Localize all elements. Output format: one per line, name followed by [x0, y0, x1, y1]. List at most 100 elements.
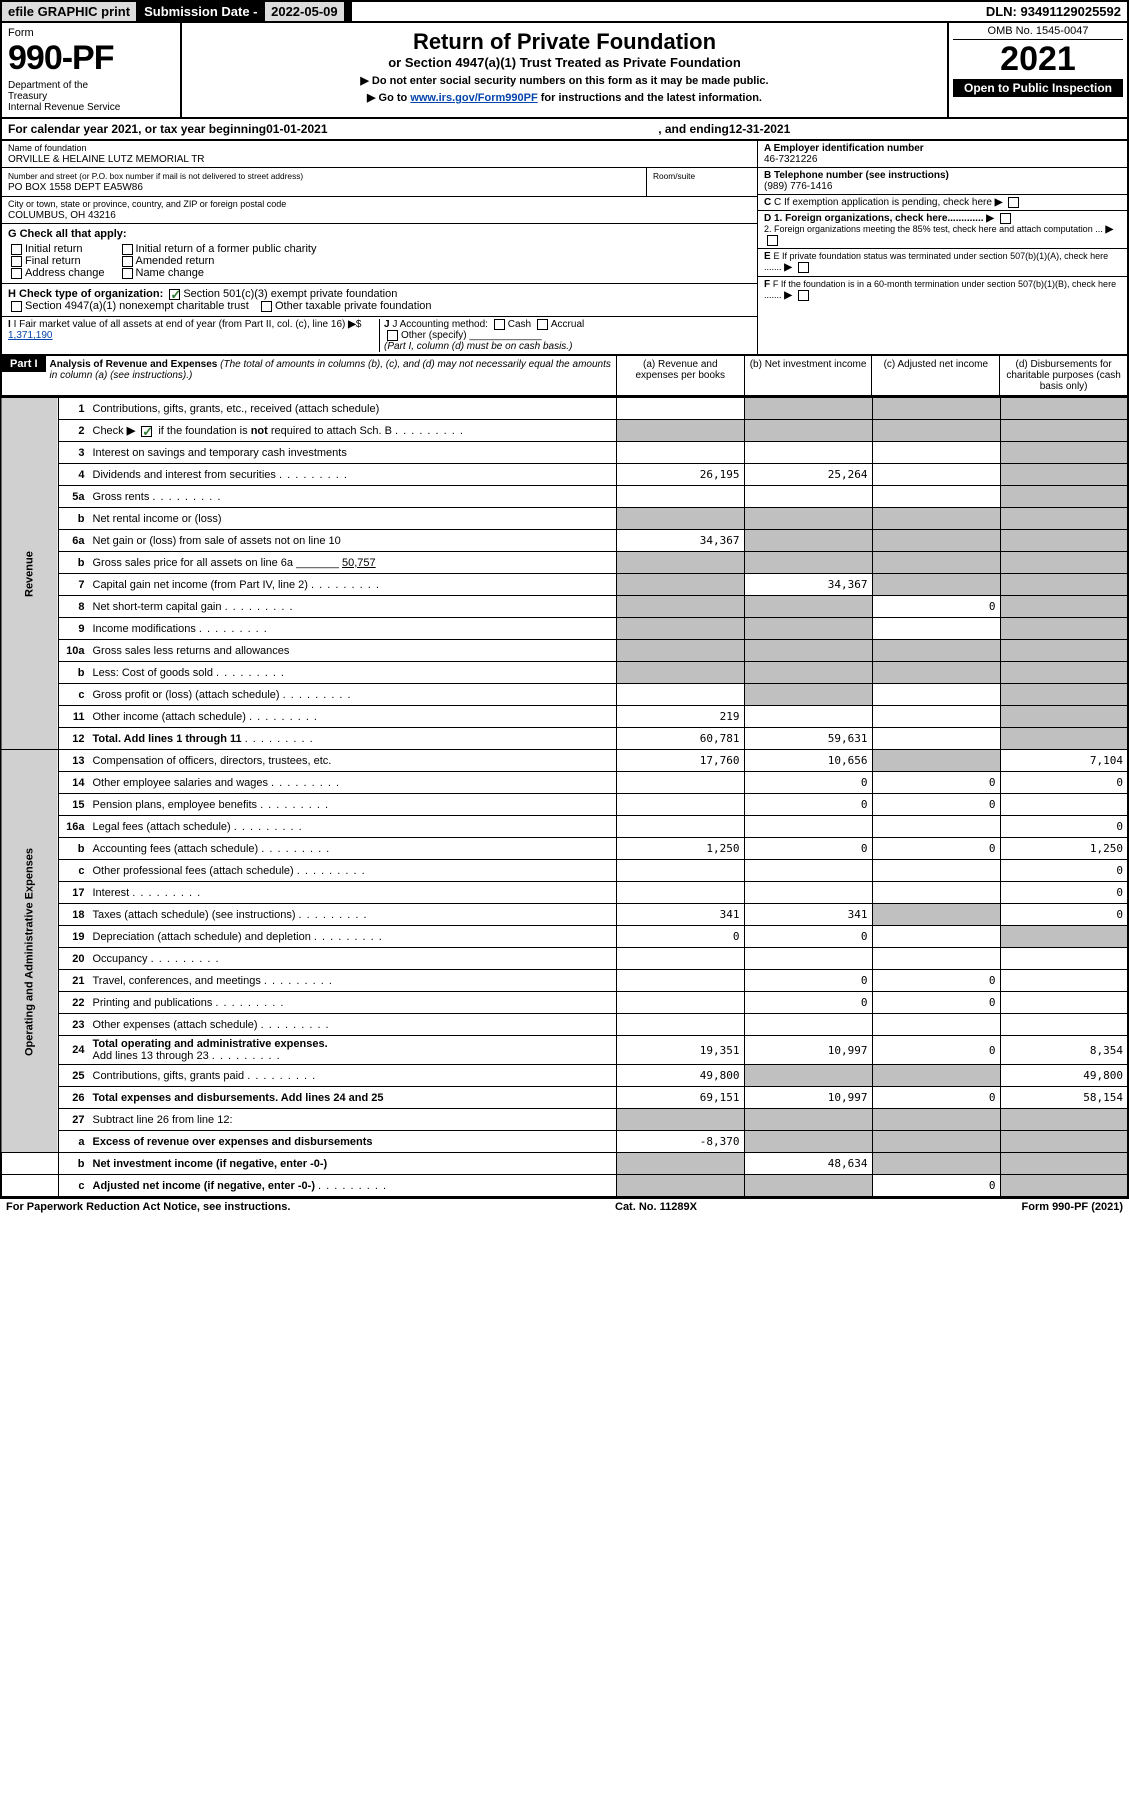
j-other: Other (specify)	[401, 330, 467, 341]
v-11-a: 219	[616, 706, 744, 728]
v-19-a: 0	[616, 926, 744, 948]
a-label: A Employer identification number	[764, 143, 924, 154]
info-grid: Name of foundation ORVILLE & HELAINE LUT…	[0, 141, 1129, 356]
cb-foreign-1[interactable]	[1000, 213, 1011, 224]
row-25: 25Contributions, gifts, grants paid 49,8…	[1, 1065, 1128, 1087]
cb-f[interactable]	[798, 290, 809, 301]
h-opt-1: Section 501(c)(3) exempt private foundat…	[183, 288, 397, 300]
room-cell: Room/suite	[647, 168, 757, 196]
row-18: 18Taxes (attach schedule) (see instructi…	[1, 904, 1128, 926]
irs-link[interactable]: www.irs.gov/Form990PF	[410, 92, 537, 104]
d-cell: D 1. Foreign organizations, check here..…	[758, 211, 1127, 249]
v-24-b: 10,997	[744, 1036, 872, 1065]
row-13: Operating and Administrative Expenses 13…	[1, 750, 1128, 772]
cb-4947[interactable]	[11, 301, 22, 312]
v-12-a: 60,781	[616, 728, 744, 750]
row-5b: bNet rental income or (loss)	[1, 508, 1128, 530]
g-opt-2: Address change	[25, 267, 105, 279]
cb-exemption[interactable]	[1008, 197, 1019, 208]
foundation-name-cell: Name of foundation ORVILLE & HELAINE LUT…	[2, 141, 757, 168]
line-12-label: Total. Add lines 1 through 11	[93, 733, 242, 745]
cb-accrual[interactable]	[537, 319, 548, 330]
part1-title: Analysis of Revenue and Expenses	[50, 359, 218, 370]
row-4: 4Dividends and interest from securities …	[1, 464, 1128, 486]
fmv-link[interactable]: 1,371,190	[8, 330, 53, 341]
v-16b-c: 0	[872, 838, 1000, 860]
v-21-b: 0	[744, 970, 872, 992]
e-cell: E E If private foundation status was ter…	[758, 249, 1127, 276]
v-18-d: 0	[1000, 904, 1128, 926]
dln: DLN: 93491129025592	[980, 2, 1127, 21]
cb-other-taxable[interactable]	[261, 301, 272, 312]
submission-date-label: Submission Date - 2022-05-09	[138, 2, 352, 21]
v-22-c: 0	[872, 992, 1000, 1014]
v-4-b: 25,264	[744, 464, 872, 486]
v-19-b: 0	[744, 926, 872, 948]
cb-501c3[interactable]	[169, 289, 180, 300]
line-16a-label: Legal fees (attach schedule)	[93, 821, 231, 833]
line-15-label: Pension plans, employee benefits	[93, 799, 258, 811]
address-row: Number and street (or P.O. box number if…	[2, 168, 757, 197]
line-17-label: Interest	[93, 887, 130, 899]
row-6b: bGross sales price for all assets on lin…	[1, 552, 1128, 574]
form-note-2: ▶ Go to www.irs.gov/Form990PF for instru…	[188, 91, 941, 104]
efile-print-button[interactable]: efile GRAPHIC print	[2, 2, 138, 21]
row-3: 3Interest on savings and temporary cash …	[1, 442, 1128, 464]
g-label: G Check all that apply:	[8, 228, 127, 240]
cb-foreign-2[interactable]	[767, 235, 778, 246]
line-25-label: Contributions, gifts, grants paid	[93, 1070, 245, 1082]
cb-name-change[interactable]	[122, 268, 133, 279]
form-number: 990-PF	[8, 39, 174, 78]
cb-sch-b[interactable]	[141, 426, 152, 437]
city-value: COLUMBUS, OH 43216	[8, 210, 116, 221]
c-label: C If exemption application is pending, c…	[774, 197, 992, 208]
cb-amended[interactable]	[122, 256, 133, 267]
line-14-label: Other employee salaries and wages	[93, 777, 268, 789]
v-26-d: 58,154	[1000, 1087, 1128, 1109]
v-26-b: 10,997	[744, 1087, 872, 1109]
ein-cell: A Employer identification number 46-7321…	[758, 141, 1127, 168]
cb-other-method[interactable]	[387, 330, 398, 341]
line-4-label: Dividends and interest from securities	[93, 469, 276, 481]
v-25-d: 49,800	[1000, 1065, 1128, 1087]
line-8-label: Net short-term capital gain	[93, 601, 222, 613]
b-label: B Telephone number (see instructions)	[764, 170, 949, 181]
cb-final-return[interactable]	[11, 256, 22, 267]
sub-date-label-text: Submission Date -	[144, 4, 261, 19]
col-b-header: (b) Net investment income	[744, 356, 872, 395]
v-12-b: 59,631	[744, 728, 872, 750]
open-public: Open to Public Inspection	[953, 79, 1123, 97]
v-15-c: 0	[872, 794, 1000, 816]
cb-initial-former[interactable]	[122, 244, 133, 255]
g-opt-4: Amended return	[136, 255, 215, 267]
j-label: J Accounting method:	[392, 319, 488, 330]
row-10b: bLess: Cost of goods sold	[1, 662, 1128, 684]
v-7-b: 34,367	[744, 574, 872, 596]
cb-initial-return[interactable]	[11, 244, 22, 255]
g-opt-0: Initial return	[25, 243, 82, 255]
v-24-d: 8,354	[1000, 1036, 1128, 1065]
section-g: G Check all that apply: Initial return F…	[2, 224, 757, 284]
line-13-label: Compensation of officers, directors, tru…	[89, 750, 617, 772]
v-13-a: 17,760	[616, 750, 744, 772]
row-27b: bNet investment income (if negative, ent…	[1, 1153, 1128, 1175]
v-13-b: 10,656	[744, 750, 872, 772]
row-10c: cGross profit or (loss) (attach schedule…	[1, 684, 1128, 706]
department: Department of theTreasuryInternal Revenu…	[8, 80, 174, 113]
form-subtitle: or Section 4947(a)(1) Trust Treated as P…	[188, 55, 941, 70]
row-22: 22Printing and publications 00	[1, 992, 1128, 1014]
part1-title-cell: Part I Analysis of Revenue and Expenses …	[2, 356, 616, 395]
page-footer: For Paperwork Reduction Act Notice, see …	[0, 1198, 1129, 1215]
cb-address-change[interactable]	[11, 268, 22, 279]
line-26-label: Total expenses and disbursements. Add li…	[93, 1092, 384, 1104]
city-cell: City or town, state or province, country…	[2, 197, 757, 224]
v-18-b: 341	[744, 904, 872, 926]
line-6b-val: 50,757	[342, 557, 376, 569]
row-16c: cOther professional fees (attach schedul…	[1, 860, 1128, 882]
line-7-label: Capital gain net income (from Part IV, l…	[93, 579, 308, 591]
cb-cash[interactable]	[494, 319, 505, 330]
col-d-header: (d) Disbursements for charitable purpose…	[999, 356, 1127, 395]
header-mid: Return of Private Foundation or Section …	[182, 23, 947, 117]
cb-e[interactable]	[798, 262, 809, 273]
j-note: (Part I, column (d) must be on cash basi…	[384, 341, 572, 352]
